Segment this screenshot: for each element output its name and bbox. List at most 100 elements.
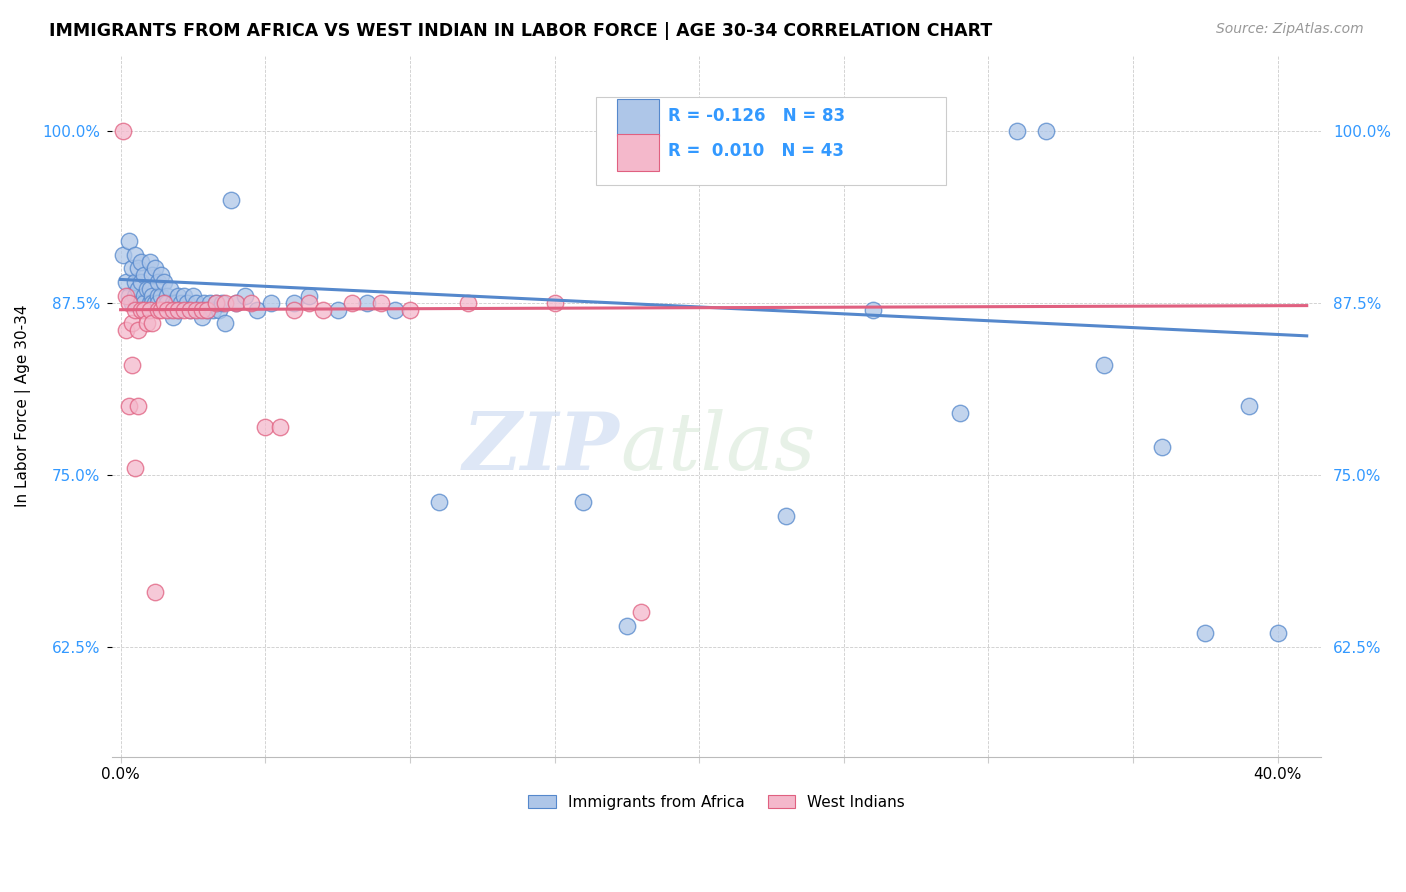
Point [135,302,157,317]
Point [193,296,215,310]
Point [184,296,207,310]
Point [132,289,155,303]
Point [260,296,283,310]
Point [283,296,305,310]
Point [127,282,149,296]
Point [197,302,219,317]
Point [165,296,187,310]
FancyBboxPatch shape [617,135,658,171]
Point [150,268,173,283]
Point [153,296,176,310]
Point [135,317,157,331]
Point [115,323,138,337]
Point [153,296,176,310]
Point [1092,358,1115,372]
Point [457,296,479,310]
Point [141,268,163,283]
Point [225,296,247,310]
Point [170,296,193,310]
Point [141,289,163,303]
Point [129,254,152,268]
Point [181,289,204,303]
Point [162,310,184,324]
Point [112,124,135,138]
Point [370,296,392,310]
Point [862,302,884,317]
Point [127,261,149,276]
Point [127,399,149,413]
Point [129,275,152,289]
Point [138,296,160,310]
Point [616,619,638,633]
Y-axis label: In Labor Force | Age 30-34: In Labor Force | Age 30-34 [15,305,31,508]
Point [254,419,277,434]
Point [148,289,170,303]
Point [143,296,166,310]
Point [118,296,141,310]
Text: R =  0.010   N = 43: R = 0.010 N = 43 [668,143,844,161]
Point [124,289,146,303]
Point [340,296,363,310]
Point [326,302,349,317]
Text: ZIP: ZIP [463,409,620,487]
Point [121,317,143,331]
Point [118,289,141,303]
Point [187,302,209,317]
Point [138,302,160,317]
Point [948,406,970,420]
Point [572,495,595,509]
Point [132,268,155,283]
Point [132,296,155,310]
Point [148,275,170,289]
Point [148,302,170,317]
Point [245,302,267,317]
Point [124,461,146,475]
Point [167,289,190,303]
Point [775,509,797,524]
Point [184,302,207,317]
Point [202,302,225,317]
Point [159,282,181,296]
Point [1194,626,1216,640]
Point [208,302,231,317]
Point [1152,440,1174,454]
FancyBboxPatch shape [617,99,658,136]
Point [124,275,146,289]
Point [121,261,143,276]
Point [179,302,201,317]
Point [1237,399,1260,413]
Point [141,296,163,310]
Text: Source: ZipAtlas.com: Source: ZipAtlas.com [1216,22,1364,37]
Point [269,419,291,434]
Point [132,302,155,317]
Point [1007,124,1029,138]
Point [150,289,173,303]
Point [115,289,138,303]
Point [1267,626,1289,640]
Point [129,296,152,310]
Point [225,296,247,310]
Point [127,296,149,310]
Point [312,302,335,317]
Point [141,317,163,331]
Point [205,296,228,310]
Point [179,302,201,317]
Point [121,296,143,310]
Point [159,302,181,317]
Point [176,296,198,310]
Point [148,296,170,310]
Point [205,296,228,310]
Point [173,302,195,317]
Point [143,261,166,276]
Point [399,302,422,317]
Point [118,399,141,413]
Point [112,248,135,262]
Point [298,289,321,303]
Legend: Immigrants from Africa, West Indians: Immigrants from Africa, West Indians [522,789,911,816]
Point [156,296,179,310]
Point [239,296,262,310]
Point [214,296,236,310]
Point [127,323,149,337]
Point [427,495,450,509]
Point [124,302,146,317]
